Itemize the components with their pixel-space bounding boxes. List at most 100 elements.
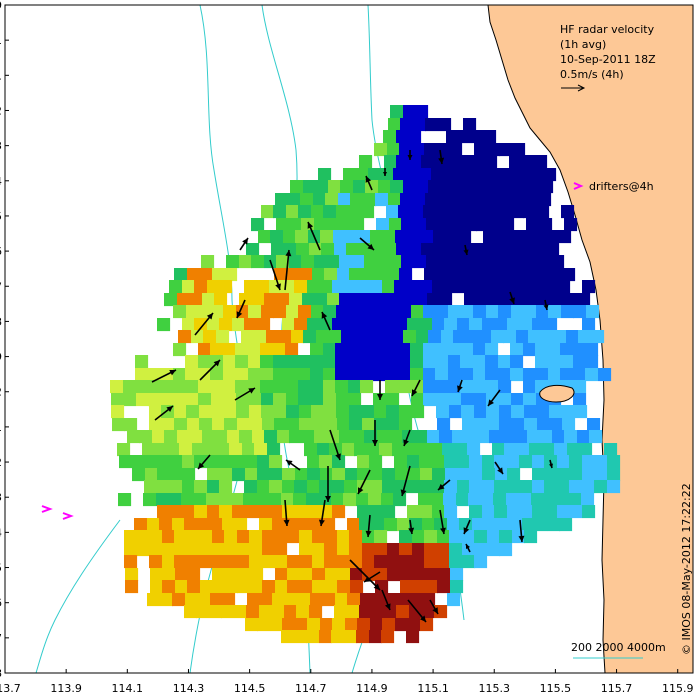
velocity-cell: [264, 430, 278, 444]
velocity-cell: [273, 343, 287, 357]
velocity-cell: [482, 468, 496, 482]
velocity-cell: [370, 468, 384, 482]
velocity-cell: [244, 455, 258, 469]
velocity-cell: [449, 143, 463, 157]
velocity-cell: [385, 593, 399, 607]
velocity-cell: [443, 493, 457, 507]
velocity-cell: [344, 280, 358, 294]
velocity-cell: [187, 568, 201, 582]
velocity-cell: [410, 355, 424, 369]
velocity-cell: [262, 530, 276, 544]
velocity-cell: [269, 455, 283, 469]
velocity-cell: [223, 355, 237, 369]
velocity-cell: [399, 530, 413, 544]
lon-tick-label: 113.7: [0, 682, 21, 695]
velocity-cell: [443, 168, 457, 182]
velocity-cell: [436, 393, 450, 407]
velocity-cell: [189, 293, 203, 307]
velocity-cell: [545, 230, 559, 244]
velocity-cell: [524, 268, 538, 282]
velocity-cell: [531, 493, 545, 507]
velocity-cell: [323, 393, 337, 407]
arrow-head: [307, 222, 314, 229]
velocity-cell: [536, 205, 550, 219]
velocity-cell: [462, 418, 476, 432]
velocity-cell: [604, 443, 618, 457]
velocity-arrow: [194, 312, 214, 336]
velocity-cell: [444, 280, 458, 294]
velocity-cell: [148, 380, 162, 394]
velocity-cell: [349, 555, 363, 569]
velocity-cell: [274, 268, 288, 282]
velocity-cell: [499, 143, 513, 157]
velocity-cell: [324, 405, 338, 419]
velocity-cell: [493, 168, 507, 182]
velocity-cell: [257, 505, 271, 519]
velocity-cell: [225, 568, 239, 582]
velocity-cell: [324, 555, 338, 569]
velocity-cell: [535, 368, 549, 382]
velocity-cell: [539, 255, 553, 269]
velocity-cell: [398, 355, 412, 369]
velocity-cell: [489, 218, 503, 232]
velocity-cell: [488, 193, 502, 207]
arrow-head: [318, 519, 325, 526]
velocity-cell: [406, 630, 420, 644]
velocity-arrow: [543, 299, 549, 311]
velocity-cell: [184, 518, 198, 532]
velocity-cell: [469, 480, 483, 494]
velocity-cell: [117, 443, 131, 457]
velocity-cell: [135, 380, 149, 394]
velocity-cell: [123, 380, 137, 394]
velocity-cell: [282, 618, 296, 632]
velocity-cell: [226, 255, 240, 269]
velocity-cell: [257, 480, 271, 494]
velocity-cell: [239, 430, 253, 444]
velocity-cell: [529, 443, 543, 457]
velocity-cell: [436, 205, 450, 219]
velocity-cell: [463, 193, 477, 207]
velocity-cell: [573, 355, 587, 369]
velocity-cell: [312, 268, 326, 282]
velocity-cell: [294, 318, 308, 332]
velocity-cell: [468, 493, 482, 507]
velocity-cell: [312, 580, 326, 594]
velocity-cell: [350, 193, 364, 207]
velocity-cell: [589, 430, 603, 444]
velocity-cell: [462, 530, 476, 544]
velocity-arrow: [283, 499, 290, 527]
lat-tick-label: -32.5: [0, 562, 2, 575]
velocity-cell: [324, 418, 338, 432]
velocity-cell: [186, 305, 200, 319]
velocity-cell: [169, 480, 183, 494]
velocity-cell: [374, 530, 388, 544]
velocity-cell: [179, 443, 193, 457]
velocity-cell: [410, 593, 424, 607]
velocity-cell: [435, 343, 449, 357]
velocity-cell: [407, 468, 421, 482]
velocity-cell: [260, 355, 274, 369]
velocity-cell: [471, 130, 485, 144]
velocity-cell: [511, 393, 525, 407]
velocity-cell: [385, 355, 399, 369]
velocity-cell: [524, 530, 538, 544]
velocity-cell: [339, 255, 353, 269]
velocity-cell: [369, 280, 383, 294]
velocity-cell: [499, 543, 513, 557]
velocity-cell: [236, 393, 250, 407]
velocity-cell: [486, 405, 500, 419]
velocity-cell: [191, 330, 205, 344]
velocity-cell: [277, 430, 291, 444]
velocity-cell: [485, 368, 499, 382]
velocity-cell: [457, 318, 471, 332]
velocity-arrow: [151, 369, 177, 383]
velocity-cell: [262, 580, 276, 594]
drifter-legend-icon: [573, 182, 584, 190]
velocity-cell: [135, 355, 149, 369]
velocity-cell: [403, 330, 417, 344]
velocity-cell: [322, 518, 336, 532]
velocity-cell: [156, 493, 170, 507]
velocity-cell: [384, 518, 398, 532]
velocity-cell: [524, 418, 538, 432]
velocity-cell: [418, 168, 432, 182]
